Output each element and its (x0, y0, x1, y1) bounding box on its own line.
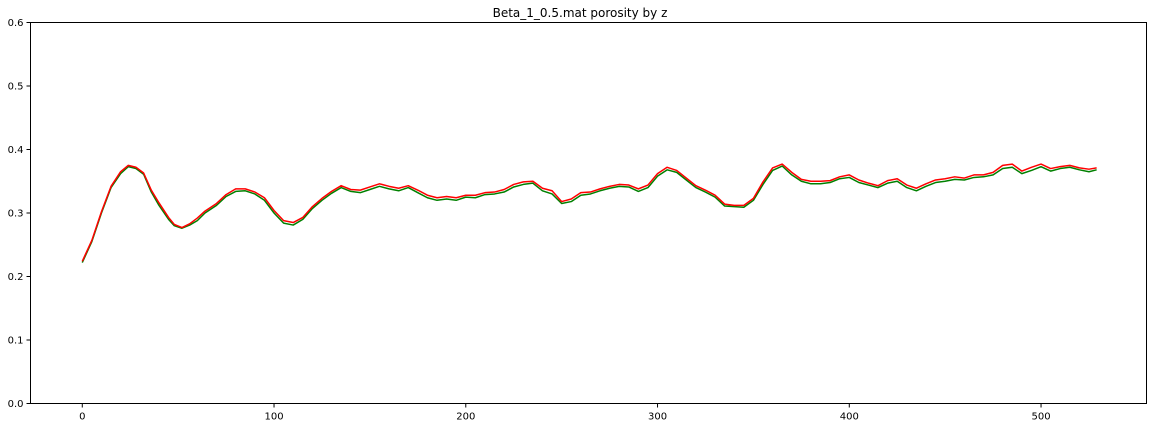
x-tick-label: 100 (264, 412, 283, 423)
y-tick-label: 0.0 (8, 399, 24, 410)
x-tick-label: 400 (840, 412, 859, 423)
y-tick-label: 0.2 (8, 272, 24, 283)
y-tick-label: 0.1 (8, 336, 24, 347)
series-line-2 (81, 163, 1097, 262)
series-line-1 (81, 165, 1097, 263)
x-tick-label: 500 (1031, 412, 1050, 423)
plot-area-frame (30, 22, 1147, 404)
chart-title: Beta_1_0.5.mat porosity by z (493, 6, 668, 20)
y-tick-label: 0.4 (8, 145, 24, 156)
series-layer (81, 163, 1097, 263)
y-tick-label: 0.6 (8, 18, 24, 29)
y-axis: 0.0 0.1 0.2 0.3 0.4 0.5 0.6 (8, 18, 31, 410)
x-tick-label: 0 (79, 412, 85, 423)
y-tick-label: 0.5 (8, 82, 24, 93)
x-tick-label: 200 (456, 412, 475, 423)
y-tick-label: 0.3 (8, 209, 24, 220)
x-axis: 0 100 200 300 400 500 (79, 403, 1051, 423)
x-tick-label: 300 (648, 412, 667, 423)
